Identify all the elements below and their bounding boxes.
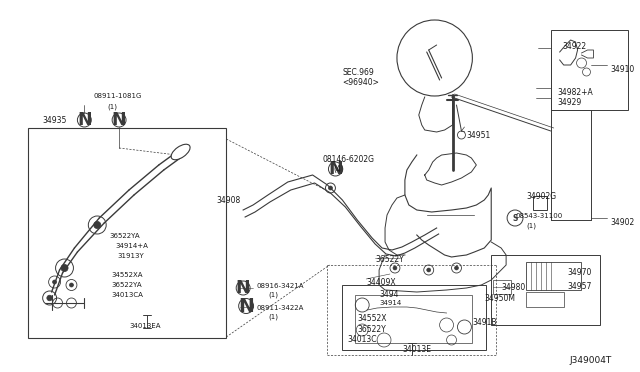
Text: (1): (1) — [268, 292, 278, 298]
Text: N: N — [112, 111, 126, 129]
Text: (1): (1) — [526, 222, 536, 228]
Text: 34980: 34980 — [501, 283, 525, 292]
Text: 34922: 34922 — [563, 42, 587, 51]
Bar — [28, 128, 227, 338]
Bar — [493, 280, 511, 294]
Bar — [551, 30, 628, 110]
Text: 08911-3422A: 08911-3422A — [256, 305, 303, 311]
Text: 34902: 34902 — [611, 218, 635, 227]
Circle shape — [393, 266, 397, 270]
Bar — [533, 196, 547, 210]
Text: 08916-3421A: 08916-3421A — [256, 283, 303, 289]
Text: 34982+A: 34982+A — [557, 88, 593, 97]
Circle shape — [47, 295, 52, 301]
Text: 34910: 34910 — [611, 65, 635, 74]
Text: 34908: 34908 — [216, 196, 241, 205]
Text: 08146-6202G: 08146-6202G — [323, 155, 374, 164]
Text: 36522Y: 36522Y — [357, 325, 386, 334]
Bar — [342, 285, 486, 350]
Text: S: S — [513, 214, 518, 222]
Text: J349004T: J349004T — [570, 356, 612, 365]
Text: 34935: 34935 — [43, 116, 67, 125]
Text: 34013E: 34013E — [402, 345, 431, 354]
Text: 08543-31100: 08543-31100 — [515, 213, 563, 219]
Circle shape — [454, 266, 458, 270]
Bar — [526, 262, 580, 290]
Text: 34970: 34970 — [568, 268, 592, 277]
Circle shape — [328, 186, 332, 190]
Text: 34013EA: 34013EA — [129, 323, 161, 329]
Text: 34914: 34914 — [379, 300, 401, 306]
Text: 36522Y: 36522Y — [375, 255, 404, 264]
Text: (1): (1) — [268, 314, 278, 321]
Text: <96940>: <96940> — [342, 78, 380, 87]
Text: 36522YA: 36522YA — [109, 233, 140, 239]
Circle shape — [61, 264, 68, 272]
Text: N: N — [238, 296, 254, 315]
Text: 34409X: 34409X — [366, 278, 396, 287]
Text: (4): (4) — [333, 165, 344, 174]
Bar — [355, 295, 472, 343]
Text: 3494: 3494 — [379, 290, 399, 299]
Text: 36522YA: 36522YA — [111, 282, 142, 288]
Text: 34902G: 34902G — [526, 192, 556, 201]
Text: N: N — [328, 160, 343, 178]
Text: 34013CA: 34013CA — [111, 292, 143, 298]
Bar — [492, 255, 600, 325]
Text: N: N — [77, 111, 92, 129]
Bar — [526, 292, 564, 307]
Text: N: N — [236, 279, 250, 297]
Circle shape — [70, 283, 74, 287]
Text: 34950M: 34950M — [484, 294, 515, 303]
Text: 08911-1081G: 08911-1081G — [93, 93, 141, 99]
Ellipse shape — [171, 144, 190, 160]
Text: (1): (1) — [107, 103, 117, 109]
Text: 31913Y: 31913Y — [117, 253, 144, 259]
Circle shape — [52, 280, 56, 284]
Circle shape — [427, 268, 431, 272]
Text: 3491B: 3491B — [472, 318, 497, 327]
Text: 34013C: 34013C — [348, 335, 377, 344]
Text: SEC.969: SEC.969 — [342, 68, 374, 77]
Text: 34929: 34929 — [557, 98, 582, 107]
Text: 34552X: 34552X — [357, 314, 387, 323]
Circle shape — [93, 221, 101, 229]
Text: 34552XA: 34552XA — [111, 272, 143, 278]
Text: 34914+A: 34914+A — [115, 243, 148, 249]
Text: 34957: 34957 — [568, 282, 592, 291]
Text: 34951: 34951 — [467, 131, 491, 140]
